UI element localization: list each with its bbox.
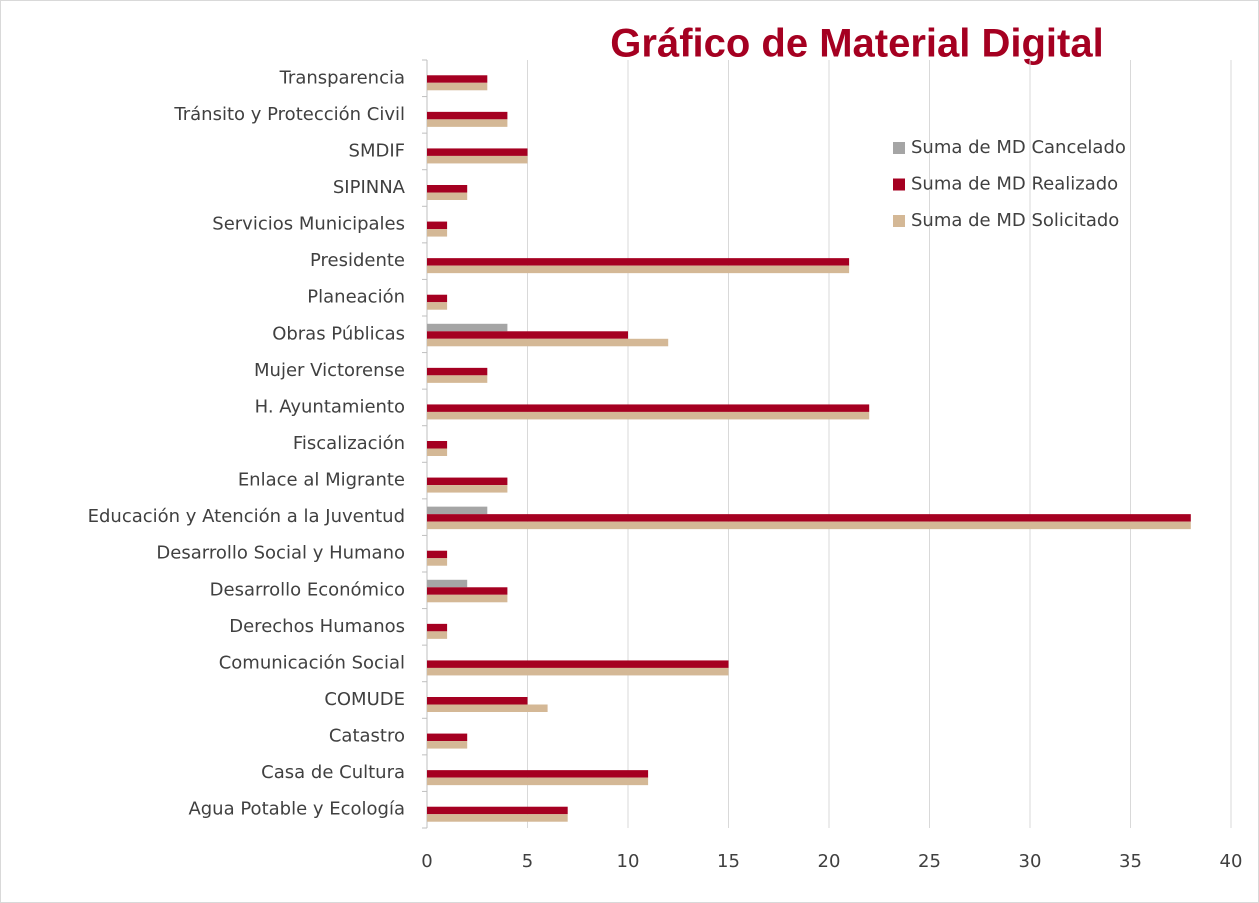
- bar: [427, 411, 870, 420]
- y-tick-label: Mujer Victorense: [254, 360, 405, 381]
- bar: [427, 667, 729, 676]
- bar: [427, 594, 508, 603]
- x-tick-label: 15: [717, 851, 740, 872]
- bar: [427, 521, 1191, 530]
- legend-label: Suma de MD Solicitado: [911, 210, 1119, 231]
- bar: [427, 514, 1191, 522]
- y-tick-label: H. Ayuntamiento: [255, 396, 405, 417]
- bar: [427, 294, 448, 303]
- bar: [427, 119, 508, 127]
- y-tick-label: SIPINNA: [333, 177, 406, 198]
- y-tick-label: SMDIF: [349, 140, 405, 161]
- bar: [427, 579, 468, 588]
- bar: [427, 185, 468, 193]
- y-tick-label: Casa de Cultura: [261, 762, 405, 783]
- bar: [427, 777, 649, 786]
- bar: [427, 660, 729, 668]
- bar: [427, 404, 870, 412]
- bar: [427, 448, 448, 456]
- x-tick-label: 20: [818, 851, 841, 872]
- bar: [427, 111, 508, 120]
- y-tick-label: Tránsito y Protección Civil: [173, 104, 405, 125]
- bar: [427, 367, 488, 376]
- legend-label: Suma de MD Cancelado: [911, 137, 1126, 158]
- y-tick-label: Desarrollo Social y Humano: [156, 543, 405, 564]
- bar: [427, 770, 649, 778]
- x-tick-label: 0: [421, 851, 432, 872]
- y-tick-label: Educación y Atención a la Juventud: [88, 506, 405, 527]
- bar: [427, 265, 850, 274]
- y-tick-label: Derechos Humanos: [229, 616, 405, 637]
- bar: [427, 258, 850, 266]
- bar: [427, 441, 448, 449]
- y-tick-label: COMUDE: [324, 689, 405, 710]
- bar: [427, 587, 508, 595]
- bar: [427, 623, 448, 632]
- y-tick-label: Desarrollo Económico: [210, 579, 405, 600]
- bar: [427, 192, 468, 200]
- legend-swatch: [893, 215, 905, 227]
- bar: [427, 506, 488, 515]
- bar: [427, 485, 508, 493]
- y-tick-label: Enlace al Migrante: [238, 470, 405, 491]
- bar: [427, 375, 488, 383]
- bar: [427, 75, 488, 83]
- bar: [427, 733, 468, 742]
- bar: [427, 331, 628, 339]
- bar: [427, 323, 508, 332]
- bar: [427, 148, 528, 156]
- bar: [427, 558, 448, 566]
- legend-swatch: [893, 178, 905, 191]
- bar: [427, 631, 448, 639]
- y-tick-label: Agua Potable y Ecología: [188, 799, 405, 820]
- chart-title: Gráfico de Material Digital: [610, 22, 1103, 66]
- legend-swatch: [893, 142, 905, 154]
- bar: [427, 704, 548, 712]
- y-tick-label: Obras Públicas: [272, 323, 405, 344]
- y-tick-label: Comunicación Social: [219, 652, 405, 673]
- bar: [427, 221, 448, 230]
- bar: [427, 477, 508, 486]
- bar: [427, 814, 568, 822]
- bar: [427, 697, 528, 705]
- y-tick-label: Planeación: [307, 287, 405, 308]
- x-tick-label: 10: [617, 851, 640, 872]
- bar: [427, 155, 528, 164]
- x-tick-label: 40: [1220, 851, 1243, 872]
- y-tick-label: Servicios Municipales: [212, 214, 405, 235]
- bar: [427, 82, 488, 91]
- y-tick-label: Transparencia: [279, 67, 405, 88]
- y-tick-label: Presidente: [310, 250, 405, 271]
- bar: [427, 741, 468, 749]
- bar: [427, 550, 448, 559]
- x-tick-label: 35: [1119, 851, 1142, 872]
- bar: [427, 229, 448, 237]
- x-tick-label: 30: [1019, 851, 1042, 872]
- x-tick-label: 25: [918, 851, 941, 872]
- legend-label: Suma de MD Realizado: [911, 174, 1118, 195]
- bar: [427, 806, 568, 815]
- y-tick-label: Fiscalización: [293, 433, 405, 454]
- bar: [427, 338, 669, 347]
- bar: [427, 302, 448, 310]
- x-tick-label: 5: [522, 851, 533, 872]
- y-tick-label: Catastro: [329, 726, 405, 747]
